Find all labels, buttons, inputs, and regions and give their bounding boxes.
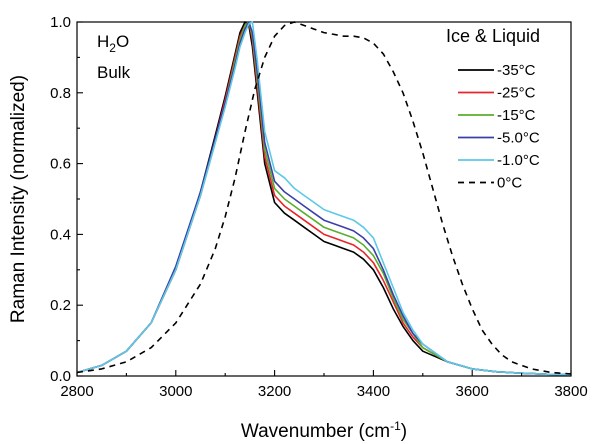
x-tick-label: 2800 — [60, 383, 93, 400]
x-tick-label: 3400 — [357, 383, 390, 400]
y-tick-labels: 0.0 0.2 0.4 0.6 0.8 1.0 — [50, 14, 71, 385]
series-line — [76, 21, 572, 375]
legend-label: -1.0°C — [497, 152, 540, 169]
x-tick-label: 3600 — [456, 383, 489, 400]
y-tick-label: 1.0 — [50, 14, 71, 31]
legend-label: -35°C — [497, 62, 536, 79]
legend-label: -15°C — [497, 107, 536, 124]
legend-title: Ice & Liquid — [446, 26, 540, 46]
y-tick-label: 0.0 — [50, 368, 71, 385]
y-tick-label: 0.4 — [50, 226, 71, 243]
y-tick-label: 0.8 — [50, 85, 71, 102]
x-axis-title: Wavenumber (cm-1) — [241, 419, 407, 442]
legend-label: -5.0°C — [497, 130, 540, 147]
y-axis-title: Raman Intensity (normalized) — [8, 75, 29, 323]
legend-label: 0°C — [497, 175, 522, 192]
axis-ticks — [76, 21, 572, 377]
series-line — [76, 21, 572, 376]
y-tick-label: 0.6 — [50, 156, 71, 173]
sample-annotation-formula: H2O — [97, 32, 129, 55]
legend-label: -25°C — [497, 85, 536, 102]
sample-annotation-bulk: Bulk — [97, 63, 131, 82]
x-tick-label: 3800 — [554, 383, 587, 400]
x-tick-labels: 2800 3000 3200 3400 3600 3800 — [60, 383, 587, 400]
legend: -35°C -25°C -15°C -5.0°C -1.0°C 0°C — [458, 62, 540, 192]
x-tick-label: 3000 — [159, 383, 192, 400]
y-tick-label: 0.2 — [50, 297, 71, 314]
series-lines — [76, 21, 572, 376]
series-line — [76, 21, 572, 376]
x-tick-label: 3200 — [258, 383, 291, 400]
